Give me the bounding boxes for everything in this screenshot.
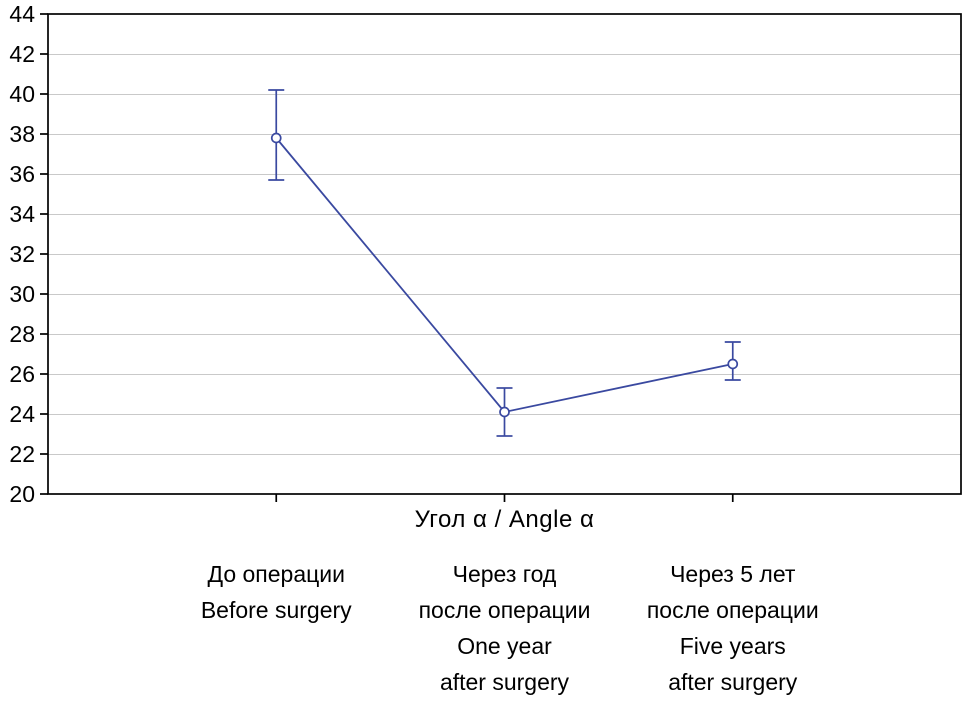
gridlines — [48, 54, 961, 455]
y-tick-label: 36 — [9, 161, 35, 187]
data-point-marker — [727, 358, 739, 370]
category-label: Через 5 лет после операции Five years after… — [646, 561, 819, 695]
y-tick-label: 34 — [9, 201, 35, 227]
y-tick-label: 20 — [9, 481, 35, 505]
y-tick-label: 40 — [9, 81, 35, 107]
error-bars — [268, 89, 741, 437]
category-label: До операции Before surgery — [200, 561, 352, 623]
y-tick-label: 42 — [9, 41, 35, 67]
x-axis-ticks — [275, 494, 734, 502]
x-axis-title: Угол α / Angle α — [414, 506, 595, 533]
y-tick-label: 30 — [9, 281, 35, 307]
y-tick-label: 38 — [9, 121, 35, 147]
y-axis-tick-labels: 20 22 24 26 28 30 32 34 36 38 40 42 44 — [9, 1, 35, 505]
y-axis-ticks — [40, 13, 48, 495]
y-tick-label: 32 — [9, 241, 35, 267]
y-tick-label: 22 — [9, 441, 35, 467]
category-label: Через год после операции One year after sur… — [418, 561, 591, 695]
data-point-marker — [270, 132, 282, 144]
data-point-marker — [499, 406, 510, 418]
y-tick-label: 28 — [9, 321, 35, 347]
data-point-markers — [270, 132, 739, 418]
series-line — [275, 137, 733, 413]
y-tick-label: 26 — [9, 361, 35, 387]
y-tick-label: 24 — [9, 401, 35, 427]
plot-area: 20 22 24 26 28 30 32 34 36 38 40 42 44 — [9, 1, 962, 505]
y-tick-label: 44 — [9, 1, 35, 27]
